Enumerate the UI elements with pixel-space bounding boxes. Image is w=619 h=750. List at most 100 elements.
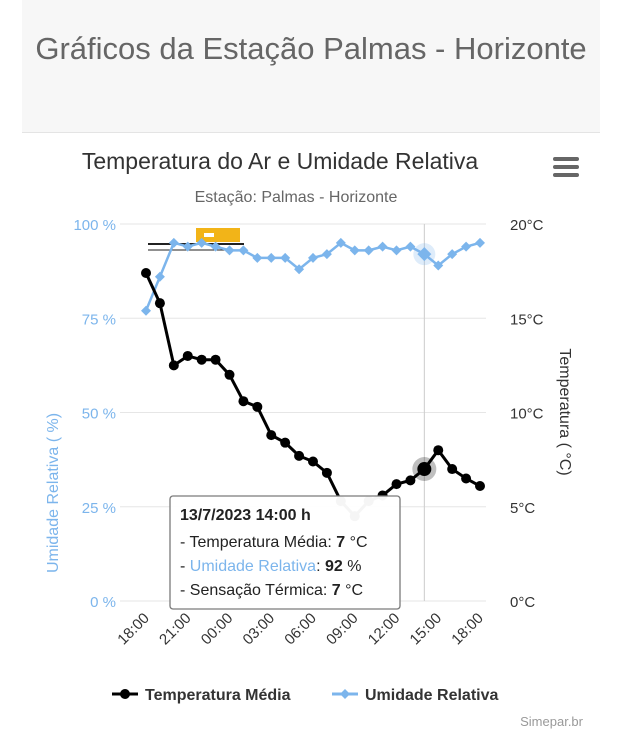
humidity-point[interactable] <box>294 264 305 275</box>
chart-area: Temperatura do Ar e Umidade Relativa Est… <box>45 148 579 704</box>
humidity-point[interactable] <box>363 245 374 256</box>
footer-credit[interactable]: Simepar.br <box>520 714 583 729</box>
temperature-point[interactable] <box>405 475 416 486</box>
humidity-point[interactable] <box>196 237 207 248</box>
x-tick-label: 06:00 <box>281 610 320 649</box>
y-right-tick-label: 0°C <box>510 594 535 611</box>
temperature-point[interactable] <box>224 369 235 380</box>
legend: Temperatura Média Umidade Relativa <box>112 687 498 704</box>
x-tick-label: 03:00 <box>240 610 279 649</box>
humidity-point[interactable] <box>391 245 402 256</box>
humidity-point[interactable] <box>447 249 458 260</box>
temperature-point[interactable] <box>461 473 472 484</box>
hamburger-menu-icon[interactable] <box>553 154 579 180</box>
tooltip-humidity-unit: % <box>347 558 361 575</box>
temperature-point[interactable] <box>280 437 291 448</box>
tooltip-feels-label: Sensação Térmica <box>190 582 323 599</box>
temperature-point[interactable] <box>141 268 151 279</box>
temperature-point[interactable] <box>154 298 165 309</box>
temperature-point[interactable] <box>266 430 277 441</box>
x-tick-label: 18:00 <box>448 610 487 649</box>
y-left-tick-label: 50 % <box>82 406 116 423</box>
humidity-point[interactable] <box>433 260 444 271</box>
y-right-tick-label: 15°C <box>510 311 544 328</box>
chart-title: Temperatura do Ar e Umidade Relativa <box>82 148 479 174</box>
tooltip-humidity-value: 92 <box>325 558 343 575</box>
humidity-point[interactable] <box>182 241 193 252</box>
temperature-point[interactable] <box>433 445 444 456</box>
temperature-point[interactable] <box>308 456 318 467</box>
x-tick-label: 12:00 <box>365 610 404 649</box>
humidity-point[interactable] <box>321 249 332 260</box>
humidity-point[interactable] <box>349 245 360 256</box>
series-umidade-relativa[interactable] <box>141 237 485 316</box>
humidity-point[interactable] <box>280 252 291 263</box>
y-right-tick-label: 20°C <box>510 217 544 234</box>
y-axis-right: 0°C 5°C 10°C 15°C 20°C <box>510 217 544 611</box>
humidity-point[interactable] <box>238 245 249 256</box>
humidity-point[interactable] <box>154 271 165 282</box>
humidity-point[interactable] <box>461 241 472 252</box>
temperature-point[interactable] <box>447 464 458 475</box>
temperature-point-highlighted[interactable] <box>417 462 432 477</box>
x-tick-label: 09:00 <box>323 610 362 649</box>
temperature-point[interactable] <box>475 481 485 492</box>
humidity-point[interactable] <box>308 252 318 263</box>
legend-temperature-marker <box>120 689 130 699</box>
legend-item-temperatura-media[interactable]: Temperatura Média <box>112 687 291 704</box>
tooltip-temp-label: Temperatura Média <box>189 534 327 551</box>
y-right-tick-label: 5°C <box>510 500 535 517</box>
legend-temperature-label: Temperatura Média <box>145 687 291 704</box>
page-header: Gráficos da Estação Palmas - Horizonte <box>22 0 600 133</box>
tooltip-row-humidity: - Umidade Relativa: 92 % <box>180 558 361 575</box>
y-axis-right-title: Temperatura ( °C) <box>556 348 573 475</box>
temperature-point[interactable] <box>294 450 305 461</box>
temperature-point[interactable] <box>168 360 179 371</box>
humidity-point[interactable] <box>335 237 346 248</box>
x-tick-label: 00:00 <box>198 610 237 649</box>
x-axis: 18:00 21:00 00:00 03:00 06:00 09:00 12:00 15:00… <box>114 610 487 649</box>
temperature-point[interactable] <box>182 350 193 361</box>
humidity-point[interactable] <box>141 305 151 316</box>
x-tick-label: 15:00 <box>407 610 446 649</box>
humidity-point[interactable] <box>210 241 221 252</box>
y-left-tick-label: 0 % <box>90 594 116 611</box>
temperature-point[interactable] <box>321 467 332 478</box>
y-left-tick-label: 100 % <box>73 217 116 234</box>
temperature-point[interactable] <box>391 479 402 490</box>
tooltip-temp-value: 7 <box>336 534 345 551</box>
tooltip-row-feels-like: - Sensação Térmica: 7 °C <box>180 582 363 599</box>
tooltip-humidity-label: Umidade Relativa <box>190 558 316 575</box>
x-tick-label: 21:00 <box>156 610 195 649</box>
humidity-point[interactable] <box>266 252 277 263</box>
humidity-point[interactable] <box>168 237 179 248</box>
humidity-point[interactable] <box>377 241 388 252</box>
x-tick-label: 18:00 <box>114 610 153 649</box>
y-axis-left-title: Umidade Relativa ( %) <box>45 413 62 573</box>
tooltip-box <box>169 495 401 610</box>
y-left-tick-label: 25 % <box>82 500 116 517</box>
temperature-point[interactable] <box>252 401 263 412</box>
tooltip: 13/7/2023 14:00 h - Temperatura Média: 7… <box>169 495 401 610</box>
y-axis-left: 0 % 25 % 50 % 75 % 100 % <box>73 217 116 611</box>
humidity-point-highlighted[interactable] <box>417 247 432 262</box>
humidity-point[interactable] <box>252 252 263 263</box>
humidity-point[interactable] <box>224 245 235 256</box>
legend-humidity-label: Umidade Relativa <box>365 687 498 704</box>
chart-subtitle: Estação: Palmas - Horizonte <box>195 189 398 206</box>
humidity-point[interactable] <box>475 237 485 248</box>
temperature-point[interactable] <box>238 396 249 407</box>
legend-humidity-marker <box>340 689 350 699</box>
temperature-point[interactable] <box>210 354 221 365</box>
tooltip-title: 13/7/2023 14:00 h <box>180 507 311 524</box>
legend-item-umidade-relativa[interactable]: Umidade Relativa <box>332 687 498 704</box>
tooltip-feels-value: 7 <box>332 582 341 599</box>
tooltip-feels-unit: °C <box>345 582 363 599</box>
temperature-line[interactable] <box>144 272 481 519</box>
series-temperatura-media[interactable] <box>141 268 485 522</box>
tooltip-row-temperature: - Temperatura Média: 7 °C <box>180 534 368 551</box>
y-right-tick-label: 10°C <box>510 406 544 423</box>
temperature-point[interactable] <box>196 354 207 365</box>
humidity-point[interactable] <box>405 241 416 252</box>
page-title: Gráficos da Estação Palmas - Horizonte <box>35 31 587 66</box>
